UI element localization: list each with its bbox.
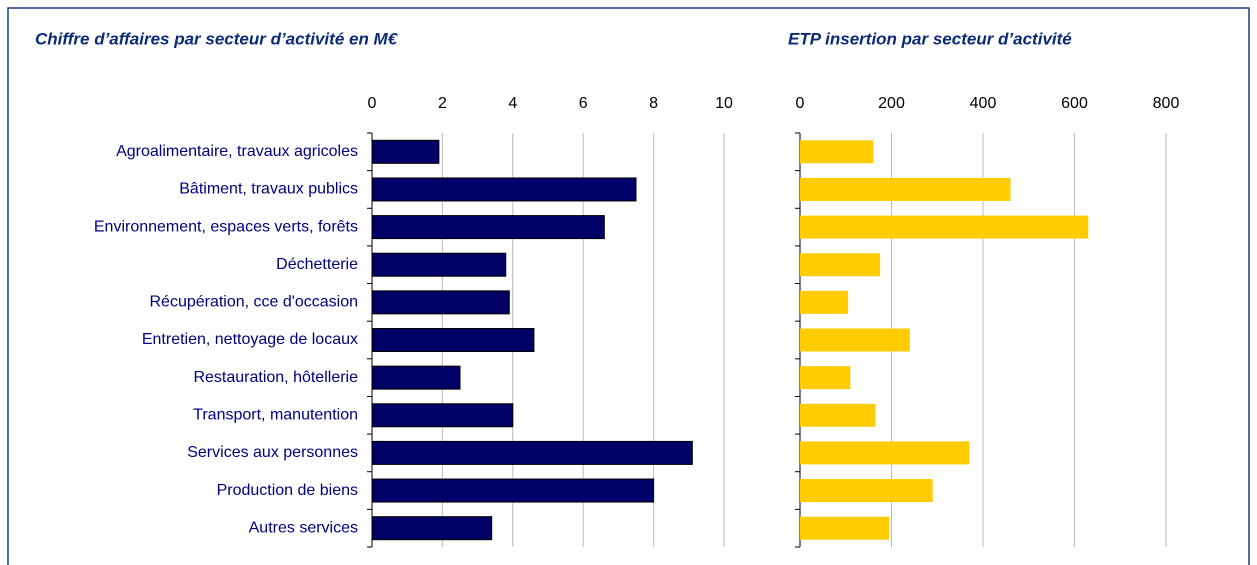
x-tick-label: 200 [878, 95, 905, 112]
x-tick-label: 4 [508, 95, 517, 112]
y-tick-label: Production de biens [217, 482, 358, 499]
x-tick-label: 2 [438, 95, 447, 112]
y-tick-label: Restauration, hôtellerie [193, 369, 358, 386]
bar [800, 516, 890, 540]
bar [371, 177, 637, 202]
x-tick-label: 600 [1061, 95, 1088, 112]
bar [800, 177, 1011, 201]
chart-title: ETP insertion par secteur d’activité [788, 29, 1072, 48]
bar [371, 328, 535, 352]
y-tick-label: Entretien, nettoyage de locaux [142, 331, 358, 348]
y-tick-label: Autres services [249, 519, 358, 536]
bar [371, 365, 461, 390]
x-tick-label: 0 [796, 95, 805, 112]
frame [7, 7, 1250, 565]
x-tick-label: 800 [1153, 95, 1180, 112]
x-tick-label: 8 [649, 95, 658, 112]
y-tick-label: Services aux personnes [187, 444, 358, 461]
y-tick-label: Agroalimentaire, travaux agricoles [116, 143, 358, 160]
bar [800, 328, 910, 352]
bar [371, 403, 514, 428]
bar [800, 290, 849, 314]
bar [800, 140, 874, 164]
bar [800, 403, 876, 427]
bar [371, 139, 440, 164]
bar [800, 366, 851, 390]
bar [371, 252, 507, 277]
bar [371, 290, 510, 315]
y-tick-label: Transport, manutention [193, 406, 358, 423]
y-tick-label: Bâtiment, travaux publics [179, 181, 358, 198]
y-tick-label: Déchetterie [276, 256, 358, 273]
bar [371, 215, 605, 240]
bar [371, 440, 693, 465]
x-tick-label: 400 [970, 95, 997, 112]
bar [371, 516, 493, 541]
chart-title: Chiffre d’affaires par secteur d’activit… [35, 29, 399, 48]
y-tick-label: Environnement, espaces verts, forêts [94, 218, 358, 235]
bar [800, 253, 881, 277]
y-tick-label: Récupération, cce d'occasion [149, 294, 358, 311]
bar [800, 441, 970, 465]
x-tick-label: 6 [579, 95, 588, 112]
bar [800, 479, 933, 503]
bar [371, 478, 655, 503]
bar [800, 215, 1089, 239]
x-tick-label: 0 [368, 95, 377, 112]
x-tick-label: 10 [715, 95, 733, 112]
